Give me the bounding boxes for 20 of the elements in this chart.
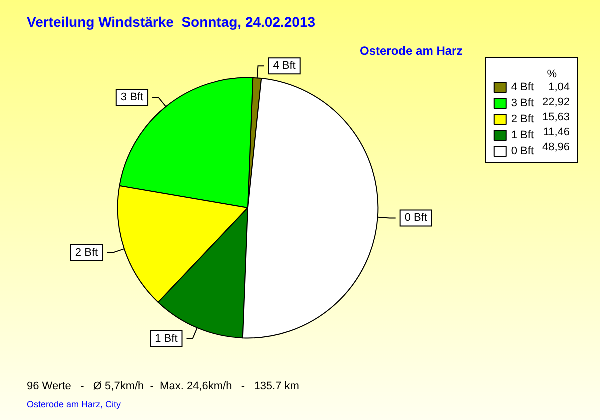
- text: 96 Werte - Ø 5,7km/h - Max. 24,6km/h - 135.7 km: [27, 380, 300, 392]
- chart-title: Verteilung Windstärke Sonntag, 24.02.2013: [27, 14, 316, 30]
- data-label: 48,96: [542, 142, 570, 154]
- text: Osterode am Harz, City: [27, 400, 122, 410]
- data-label: 1,04: [548, 82, 570, 94]
- legend-label: 4 Bft: [511, 82, 534, 94]
- slice-label: 4 Bft: [273, 60, 296, 72]
- slice-label: 2 Bft: [75, 246, 98, 259]
- legend-label: 2 Bft: [511, 114, 534, 126]
- slice-label: 3 Bft: [120, 91, 144, 104]
- slice-label: 0 Bft: [404, 212, 428, 224]
- data-label: 11,46: [543, 126, 570, 138]
- data-label: 22,92: [542, 96, 570, 108]
- slice-label: 1 Bft: [155, 333, 178, 346]
- chart-subtitle: Osterode am Harz: [360, 44, 463, 58]
- legend-label: 3 Bft: [511, 98, 534, 110]
- legend-title: %: [547, 68, 558, 80]
- legend-label: 1 Bft: [511, 130, 534, 142]
- data-label: 15,63: [542, 112, 570, 124]
- legend-label: 0 Bft: [511, 146, 534, 158]
